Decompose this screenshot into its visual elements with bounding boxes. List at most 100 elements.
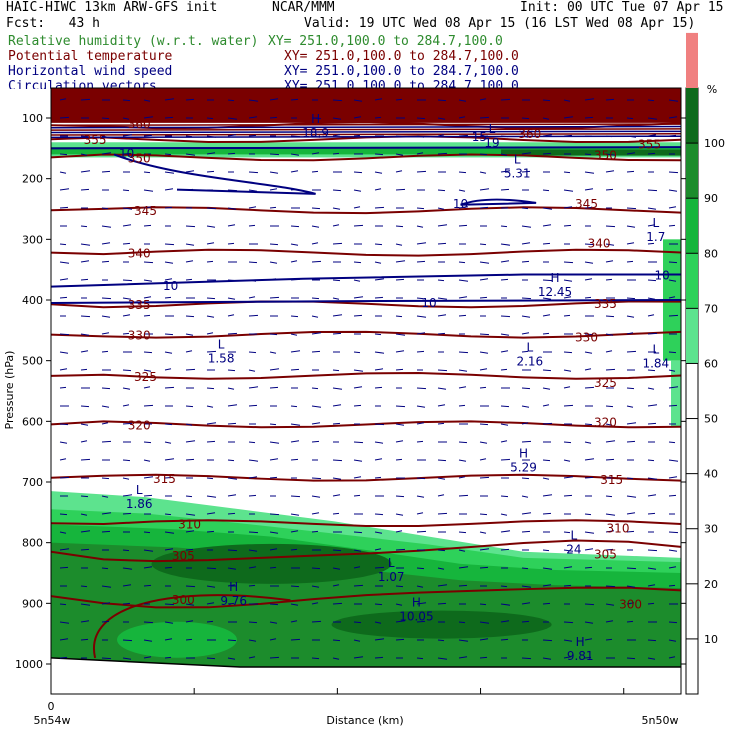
vector-arrow	[668, 621, 678, 624]
y-tick-label: 800	[22, 537, 43, 550]
vector-arrow	[584, 278, 593, 281]
vector-arrow	[437, 279, 445, 282]
vector-arrow	[143, 476, 154, 479]
vector-arrow	[458, 656, 468, 659]
vector-arrow	[206, 387, 215, 390]
field-theta-xy: XY= 251.0,100.0 to 284.7,100.0	[284, 49, 519, 64]
vector-arrow	[374, 188, 382, 191]
vector-arrow	[164, 296, 172, 299]
vector-arrow	[437, 99, 447, 102]
vector-arrow	[143, 639, 153, 642]
vector-arrow	[122, 657, 132, 660]
vector-arrow	[80, 423, 89, 426]
vector-arrow	[374, 206, 385, 209]
vector-arrow	[437, 332, 446, 335]
vector-arrow	[521, 315, 531, 318]
vector-arrow	[353, 621, 362, 624]
vector-arrow	[542, 477, 550, 480]
vector-arrow	[353, 494, 361, 497]
vector-arrow	[437, 567, 445, 570]
vector-arrow	[668, 189, 678, 192]
vector-arrow	[143, 656, 152, 659]
extremum-kind: H	[576, 635, 585, 649]
vector-arrow	[269, 116, 278, 119]
vector-arrow	[80, 153, 88, 156]
theta-label: 310	[178, 517, 201, 531]
vector-arrow	[311, 477, 322, 480]
theta-label: 335	[128, 298, 151, 312]
vector-arrow	[227, 639, 237, 642]
vector-arrow	[143, 171, 151, 174]
vector-arrow	[626, 405, 634, 408]
vector-arrow	[248, 441, 256, 444]
vector-arrow	[101, 602, 111, 605]
vector-arrow	[227, 297, 236, 300]
extremum-kind: L	[136, 483, 143, 497]
vector-arrow	[101, 135, 109, 138]
vector-arrow	[143, 494, 153, 497]
vector-arrow	[311, 170, 319, 173]
extremum-value: 9.81	[567, 649, 594, 663]
header-org: NCAR/MMM	[272, 0, 335, 15]
vector-arrow	[101, 207, 109, 210]
vector-arrow	[542, 387, 551, 390]
vector-arrow	[185, 225, 196, 228]
vector-arrow	[80, 278, 89, 281]
vector-arrow	[647, 567, 657, 570]
vector-arrow	[80, 170, 91, 173]
vector-arrow	[584, 261, 594, 264]
extremum-value: 1.86	[126, 497, 153, 511]
vector-arrow	[647, 297, 656, 300]
vector-arrow	[584, 603, 595, 606]
vector-arrow	[332, 242, 343, 245]
vector-arrow	[647, 242, 655, 245]
vector-arrow	[353, 476, 362, 479]
vector-arrow	[143, 621, 154, 624]
vector-arrow	[353, 656, 364, 659]
y-tick-label: 900	[22, 597, 43, 610]
vector-arrow	[332, 657, 340, 660]
vector-arrow	[542, 422, 553, 425]
vector-arrow	[416, 207, 425, 210]
vector-arrow	[122, 387, 131, 390]
rh-region	[51, 147, 681, 155]
vector-arrow	[479, 98, 487, 101]
vector-arrow	[101, 567, 109, 570]
vector-arrow	[584, 531, 595, 534]
vector-arrow	[458, 549, 466, 552]
extremum-value: 18.9	[302, 126, 329, 140]
vector-arrow	[164, 476, 174, 479]
vector-arrow	[395, 620, 406, 623]
x-right-label: 5n50w	[642, 714, 679, 727]
vector-arrow	[59, 278, 69, 281]
vector-arrow	[563, 404, 574, 407]
vector-arrow	[227, 422, 237, 425]
vector-arrow	[269, 603, 279, 606]
vector-arrow	[80, 530, 91, 533]
vector-arrow	[605, 368, 616, 371]
vector-arrow	[416, 512, 424, 515]
vector-arrow	[374, 368, 384, 371]
vector-arrow	[269, 261, 278, 264]
vector-arrow	[395, 260, 406, 263]
vector-arrow	[500, 153, 508, 156]
vector-arrow	[164, 386, 175, 389]
vector-arrow	[584, 566, 593, 569]
vector-arrow	[479, 188, 490, 191]
vector-arrow	[269, 441, 280, 444]
vector-arrow	[143, 296, 152, 299]
vector-arrow	[374, 116, 382, 119]
vector-arrow	[626, 260, 634, 263]
vector-arrow	[269, 386, 279, 389]
vector-arrow	[269, 188, 278, 191]
vector-arrow	[206, 477, 214, 480]
vector-arrow	[332, 459, 343, 462]
vector-arrow	[437, 477, 446, 480]
vector-arrow	[437, 152, 448, 155]
vector-arrow	[647, 422, 657, 425]
vector-arrow	[500, 98, 511, 101]
vector-arrow	[521, 225, 532, 228]
vector-arrow	[374, 548, 382, 551]
vector-arrow	[374, 638, 385, 641]
vector-arrow	[332, 134, 341, 137]
